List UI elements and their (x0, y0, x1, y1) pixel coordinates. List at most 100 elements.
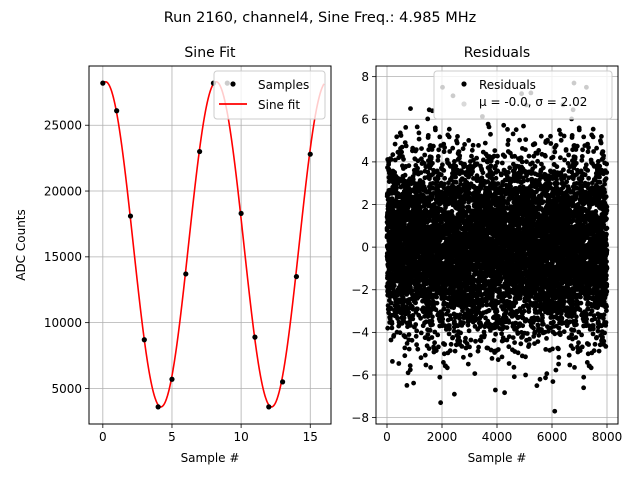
residual-point (441, 168, 447, 173)
residual-point (489, 356, 495, 361)
residual-point (488, 131, 493, 137)
residual-point (418, 315, 423, 321)
residual-point (390, 359, 395, 364)
sample-point (141, 337, 147, 343)
sine-fit-plot: Sine Fit 0 5 10 15500010000150002000025000 … (14, 45, 332, 465)
residual-point (502, 154, 508, 159)
sine-fit-x-tick-label: 10 (233, 430, 248, 444)
residual-point (458, 330, 463, 336)
residual-point (408, 323, 413, 328)
residual-point (404, 341, 410, 346)
residual-point (399, 149, 404, 155)
residual-point (410, 316, 416, 322)
residual-point (390, 152, 396, 158)
residual-point (430, 322, 435, 327)
residual-point (448, 341, 454, 347)
residual-point (406, 163, 412, 169)
residual-point (407, 367, 413, 373)
residual-point (410, 306, 416, 312)
residual-point (389, 325, 395, 331)
residual-point (434, 300, 440, 306)
residual-point (410, 177, 416, 182)
residual-point (391, 283, 397, 289)
residual-point (518, 155, 524, 161)
residual-point (426, 302, 432, 307)
residual-point (478, 338, 484, 344)
residual-point (409, 337, 415, 343)
residual-point (428, 154, 434, 160)
residual-point (472, 371, 478, 376)
sine-fit-x-tick-label: 5 (168, 430, 176, 444)
residual-point (395, 316, 400, 321)
residual-point (456, 149, 462, 155)
residual-point (413, 322, 419, 327)
residual-point (388, 337, 394, 343)
residual-point (457, 338, 463, 344)
residual-point (505, 126, 510, 132)
residual-point (495, 153, 500, 159)
residual-point (394, 185, 399, 191)
residual-point (511, 364, 517, 370)
residual-point (389, 321, 395, 326)
residual-point (429, 318, 435, 324)
residual-point (407, 363, 413, 369)
sine-fit-y-tick-label: 25000 (44, 119, 82, 133)
residual-point (461, 320, 466, 326)
sample-point (183, 271, 189, 277)
residual-point (406, 309, 411, 315)
residual-point (430, 314, 435, 320)
residual-point (406, 346, 412, 352)
residual-point (413, 147, 419, 153)
residuals-data (384, 80, 610, 414)
sine-fit-legend: Samples Sine fit (213, 70, 326, 120)
residual-point (467, 344, 472, 350)
residual-point (482, 332, 487, 338)
residual-point (452, 348, 458, 354)
residual-point (415, 158, 421, 164)
residual-point (454, 140, 460, 146)
residual-point (510, 335, 516, 340)
residual-point (409, 288, 415, 294)
residual-point (465, 361, 471, 367)
residual-point (410, 313, 416, 318)
residual-point (506, 170, 511, 175)
sine-fit-y-tick-label: 10000 (44, 316, 82, 330)
sample-point (100, 80, 106, 86)
residual-point (518, 341, 524, 347)
residual-point (474, 155, 479, 161)
residual-point (428, 365, 433, 370)
residual-point (460, 146, 466, 152)
residual-point (435, 176, 441, 182)
residual-point (441, 149, 447, 155)
residual-point (414, 342, 419, 348)
residual-point (402, 353, 408, 359)
sine-fit-y-tick-label: 5000 (51, 382, 82, 396)
residual-point (461, 354, 466, 360)
residual-point (466, 328, 472, 334)
residual-point (482, 140, 488, 146)
residual-point (507, 165, 513, 171)
residual-point (416, 136, 422, 142)
residual-point (415, 294, 421, 300)
residual-point (510, 131, 516, 137)
residual-point (502, 390, 507, 396)
residual-point (429, 335, 435, 340)
residual-point (513, 300, 519, 305)
residual-point (418, 355, 424, 361)
sample-point (127, 213, 134, 219)
residual-point (440, 316, 446, 322)
residual-point (402, 345, 408, 351)
residual-point (388, 305, 394, 311)
residual-point (403, 143, 409, 149)
residual-point (473, 338, 478, 344)
residual-point (436, 147, 442, 153)
residual-point (468, 337, 474, 343)
residual-point (438, 172, 444, 178)
residual-point (513, 127, 519, 133)
residual-point (494, 160, 500, 165)
residual-point (402, 334, 408, 340)
sample-point (155, 404, 161, 410)
residual-point (392, 170, 397, 175)
